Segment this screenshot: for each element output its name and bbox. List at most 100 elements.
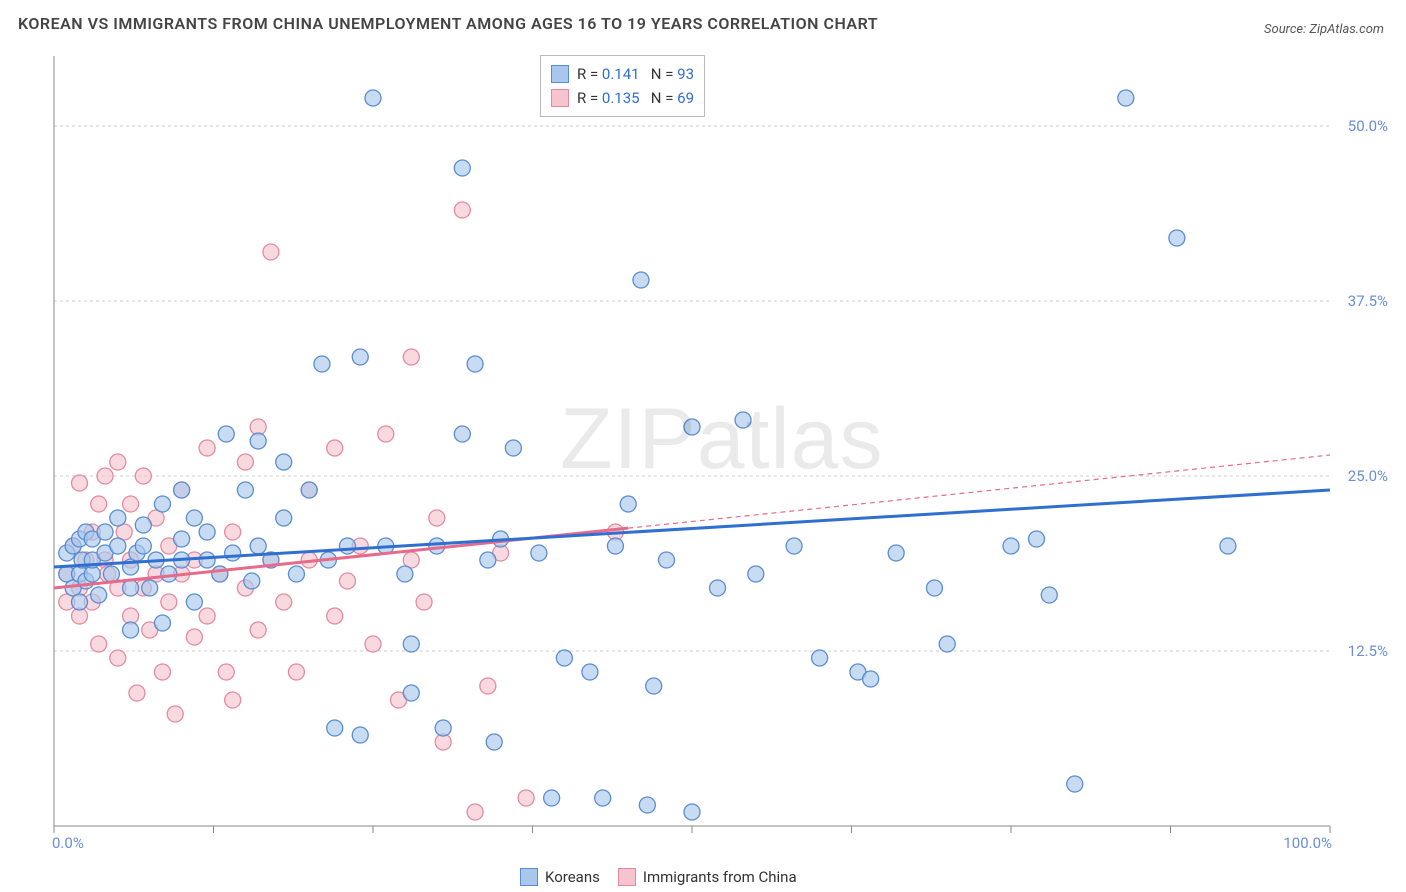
svg-text:37.5%: 37.5% [1348, 292, 1388, 310]
scatter-point [735, 412, 751, 428]
correlation-stats-legend: R = 0.141 N = 93 R = 0.135 N = 69 [540, 55, 705, 117]
scatter-point [135, 538, 151, 554]
scatter-point [403, 636, 419, 652]
scatter-point [403, 349, 419, 365]
scatter-point [186, 510, 202, 526]
scatter-point [97, 524, 113, 540]
scatter-point [684, 804, 700, 820]
scatter-point [135, 468, 151, 484]
scatter-point [301, 482, 317, 498]
scatter-point [365, 636, 381, 652]
scatter-point [199, 440, 215, 456]
scatter-point [888, 545, 904, 561]
scatter-point [582, 664, 598, 680]
scatter-point [212, 566, 228, 582]
scatter-point [556, 650, 572, 666]
scatter-point [658, 552, 674, 568]
scatter-point [288, 566, 304, 582]
legend-item-china: Immigrants from China [618, 868, 797, 886]
swatch-icon [520, 868, 538, 886]
scatter-point [250, 622, 266, 638]
scatter-point [91, 496, 107, 512]
scatter-point [646, 678, 662, 694]
scatter-point [620, 496, 636, 512]
scatter-point [237, 454, 253, 470]
scatter-point [397, 566, 413, 582]
scatter-point [129, 685, 145, 701]
chart-title: KOREAN VS IMMIGRANTS FROM CHINA UNEMPLOY… [18, 14, 878, 33]
scatter-point [327, 720, 343, 736]
scatter-plot-svg: 12.5%25.0%37.5%50.0%0.0%100.0% [50, 50, 1394, 850]
svg-text:12.5%: 12.5% [1348, 642, 1388, 660]
scatter-point [595, 790, 611, 806]
scatter-point [1169, 230, 1185, 246]
stats-text: R = 0.141 N = 93 [577, 62, 694, 86]
scatter-point [135, 517, 151, 533]
scatter-point [486, 734, 502, 750]
scatter-point [110, 510, 126, 526]
scatter-point [1220, 538, 1236, 554]
scatter-point [365, 90, 381, 106]
stats-row-china: R = 0.135 N = 69 [551, 86, 694, 110]
scatter-point [174, 482, 190, 498]
scatter-point [467, 356, 483, 372]
scatter-point [142, 580, 158, 596]
scatter-point [416, 594, 432, 610]
scatter-point [288, 664, 304, 680]
scatter-point [276, 594, 292, 610]
source-label: Source: ZipAtlas.com [1264, 22, 1384, 37]
scatter-point [244, 573, 260, 589]
scatter-point [123, 580, 139, 596]
scatter-point [225, 692, 241, 708]
plot-area: 12.5%25.0%37.5%50.0%0.0%100.0% [50, 50, 1394, 850]
scatter-point [250, 433, 266, 449]
scatter-point [607, 538, 623, 554]
scatter-point [72, 594, 88, 610]
legend-label: Koreans [545, 868, 600, 886]
scatter-point [276, 454, 292, 470]
scatter-point [161, 594, 177, 610]
scatter-point [339, 538, 355, 554]
scatter-point [863, 671, 879, 687]
scatter-point [352, 349, 368, 365]
scatter-point [154, 496, 170, 512]
scatter-point [639, 797, 655, 813]
scatter-point [544, 790, 560, 806]
scatter-point [199, 524, 215, 540]
scatter-point [174, 531, 190, 547]
scatter-point [1067, 776, 1083, 792]
scatter-point [123, 622, 139, 638]
scatter-point [97, 468, 113, 484]
svg-text:100.0%: 100.0% [1283, 834, 1332, 850]
scatter-point [429, 538, 445, 554]
scatter-point [710, 580, 726, 596]
swatch-icon [618, 868, 636, 886]
scatter-point [1041, 587, 1057, 603]
scatter-point [531, 545, 547, 561]
series-legend: Koreans Immigrants from China [520, 868, 797, 886]
scatter-point [167, 706, 183, 722]
scatter-point [225, 524, 241, 540]
scatter-point [110, 650, 126, 666]
scatter-point [103, 566, 119, 582]
scatter-point [684, 419, 700, 435]
scatter-point [154, 615, 170, 631]
scatter-point [186, 629, 202, 645]
scatter-point [186, 594, 202, 610]
scatter-point [110, 538, 126, 554]
svg-text:25.0%: 25.0% [1348, 467, 1388, 485]
scatter-point [1029, 531, 1045, 547]
scatter-point [123, 496, 139, 512]
scatter-point [276, 510, 292, 526]
scatter-point [72, 475, 88, 491]
scatter-point [1118, 90, 1134, 106]
scatter-point [314, 356, 330, 372]
scatter-point [263, 244, 279, 260]
scatter-point [327, 608, 343, 624]
scatter-point [339, 573, 355, 589]
scatter-point [218, 664, 234, 680]
scatter-point [435, 720, 451, 736]
scatter-point [939, 636, 955, 652]
scatter-point [237, 482, 253, 498]
legend-label: Immigrants from China [643, 868, 797, 886]
